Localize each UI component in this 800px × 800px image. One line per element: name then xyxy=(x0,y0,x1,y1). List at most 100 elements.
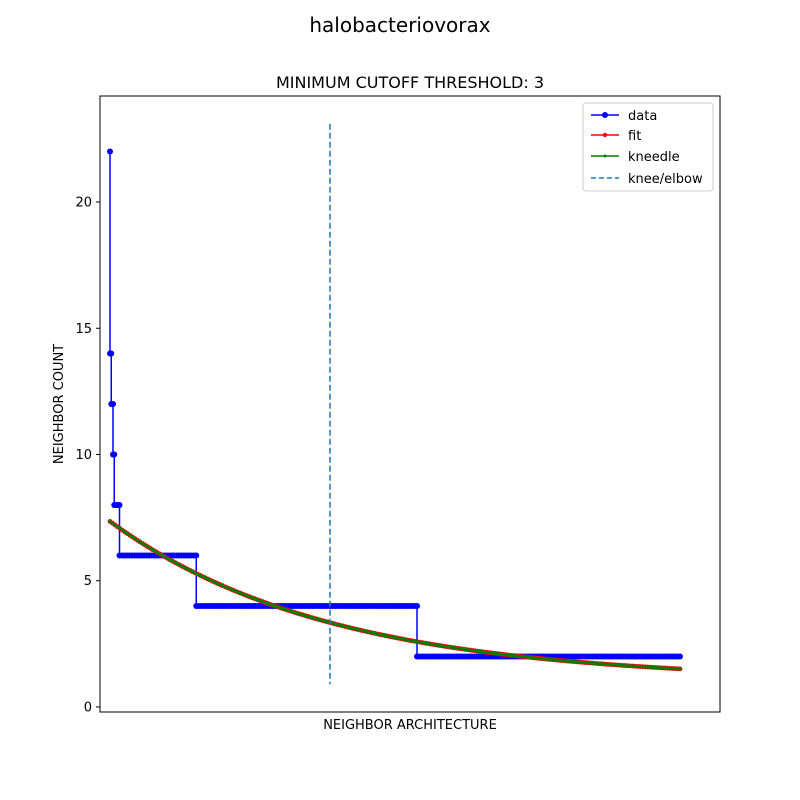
legend-fit-marker xyxy=(602,132,608,138)
kneedle-point xyxy=(410,639,415,643)
kneedle-point xyxy=(308,615,312,619)
kneedle-point xyxy=(490,651,495,655)
kneedle-point xyxy=(380,633,385,637)
kneedle-point xyxy=(658,666,662,670)
kneedle-point xyxy=(218,582,222,587)
kneedle-point xyxy=(350,626,355,630)
kneedle-point xyxy=(173,560,177,565)
kneedle-point xyxy=(505,653,510,657)
kneedle-point xyxy=(555,658,560,662)
kneedle-point xyxy=(440,644,445,648)
kneedle-point xyxy=(140,541,145,546)
kneedle-point xyxy=(575,660,580,664)
kneedle-point xyxy=(253,597,257,601)
kneedle-point xyxy=(608,662,612,667)
data-point xyxy=(193,552,200,559)
kneedle-point xyxy=(203,576,207,580)
kneedle-point xyxy=(498,652,502,656)
kneedle-point xyxy=(413,639,417,643)
kneedle-point xyxy=(135,538,140,542)
kneedle-point xyxy=(160,553,165,558)
kneedle-point xyxy=(428,642,432,646)
kneedle-point xyxy=(443,644,447,648)
kneedle-point xyxy=(358,628,362,632)
kneedle-point xyxy=(483,650,487,654)
kneedle-point xyxy=(298,612,302,616)
kneedle-point xyxy=(113,523,117,527)
kneedle-point xyxy=(323,619,327,623)
kneedle-point xyxy=(130,535,135,539)
kneedle-point xyxy=(415,640,420,644)
kneedle-point xyxy=(550,658,555,662)
kneedle-point xyxy=(133,537,137,541)
kneedle-point xyxy=(378,632,382,637)
kneedle-point xyxy=(245,594,250,598)
kneedle-point xyxy=(525,655,530,659)
kneedle-point xyxy=(590,661,595,665)
kneedle-point xyxy=(665,666,670,670)
kneedle-point xyxy=(573,660,577,664)
kneedle-point xyxy=(315,617,320,621)
kneedle-point xyxy=(120,528,125,532)
kneedle-point xyxy=(198,573,202,577)
kneedle-point xyxy=(390,635,395,639)
kneedle-point xyxy=(185,567,190,571)
kneedle-point xyxy=(613,663,617,667)
kneedle-point xyxy=(153,549,157,553)
kneedle-point xyxy=(248,595,252,599)
kneedle-point xyxy=(493,651,497,655)
kneedle-point xyxy=(435,643,440,647)
kneedle-point xyxy=(423,641,427,645)
kneedle-point xyxy=(288,609,292,613)
kneedle-point xyxy=(213,580,217,584)
y-axis-label: NEIGHBOR COUNT xyxy=(52,344,67,464)
kneedle-point xyxy=(510,653,515,658)
kneedle-point xyxy=(123,530,127,534)
data-point xyxy=(111,451,118,458)
kneedle-point xyxy=(425,641,430,646)
kneedle-point xyxy=(225,586,230,590)
legend-fit-label: fit xyxy=(628,129,641,144)
kneedle-point xyxy=(540,657,545,661)
kneedle-point xyxy=(340,624,345,628)
kneedle-point xyxy=(645,665,650,669)
kneedle-point xyxy=(470,648,475,653)
kneedle-point xyxy=(673,667,677,671)
kneedle-point xyxy=(273,604,277,608)
kneedle-point xyxy=(630,664,635,668)
kneedle-point xyxy=(518,654,522,658)
y-axis-ticks: 0 5 10 15 20 xyxy=(75,196,100,715)
kneedle-point xyxy=(420,641,425,645)
kneedle-point xyxy=(145,544,150,549)
kneedle-point xyxy=(300,613,305,617)
kneedle-point xyxy=(233,589,237,593)
kneedle-point xyxy=(283,607,287,611)
kneedle-point xyxy=(535,656,540,660)
kneedle-point xyxy=(543,657,547,661)
kneedle-point xyxy=(395,636,400,640)
y-tick-label: 15 xyxy=(75,322,92,337)
kneedle-point xyxy=(398,636,402,641)
kneedle-point xyxy=(610,663,615,667)
kneedle-point xyxy=(270,603,275,607)
kneedle-point xyxy=(500,652,505,656)
kneedle-point xyxy=(485,650,490,655)
kneedle-point xyxy=(473,649,477,653)
kneedle-point xyxy=(193,571,197,575)
kneedle-point xyxy=(465,648,470,652)
y-tick-label: 0 xyxy=(84,700,92,715)
kneedle-point xyxy=(548,657,552,662)
kneedle-point xyxy=(363,629,367,633)
data-point xyxy=(414,602,420,609)
kneedle-point xyxy=(143,543,147,547)
kneedle-point xyxy=(235,590,240,594)
kneedle-point xyxy=(118,526,122,531)
series-data-line xyxy=(109,151,680,658)
kneedle-point xyxy=(150,548,155,552)
kneedle-point xyxy=(620,663,625,667)
kneedle-point xyxy=(648,665,652,669)
kneedle-point xyxy=(168,558,172,562)
kneedle-point xyxy=(568,659,572,663)
kneedle-point xyxy=(605,662,610,666)
kneedle-point xyxy=(638,664,642,669)
